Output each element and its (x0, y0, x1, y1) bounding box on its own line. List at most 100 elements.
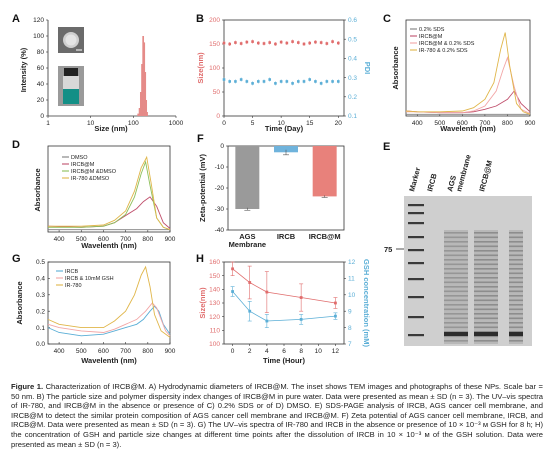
b-point (262, 42, 266, 45)
panel-b-left-ticks: 0 50 100 150 200 (209, 17, 224, 120)
a-ytick-label: 80 (37, 49, 45, 56)
h-ltick-label: 110 (210, 328, 221, 335)
gel-sample-band (474, 304, 498, 306)
b-point (336, 80, 340, 83)
panel-h-xlabel: Time (Hour) (263, 356, 305, 365)
panel-f-ylabel: Zeta-potential (mV) (198, 154, 207, 222)
a-bar (142, 36, 145, 116)
gel-sample-band (444, 272, 468, 275)
panel-a-xlabel: Size (nm) (94, 124, 128, 133)
g-xtick-label: 600 (98, 348, 109, 355)
b-point (251, 82, 254, 85)
gel-sample-band (509, 326, 523, 329)
b-ltick-label: 100 (209, 65, 220, 72)
g-ytick-label: 0.3 (36, 292, 45, 299)
g-ytick-label: 0.4 (36, 276, 45, 283)
gel-sample-band (509, 259, 523, 261)
panel-h-ylabel-left: Size(nm) (198, 287, 207, 319)
a-ytick-label: 120 (33, 17, 44, 24)
gel-marker-band (408, 334, 424, 337)
f-ytick-label: -40 (215, 227, 225, 234)
gel-sample-band (474, 299, 498, 302)
b-point (234, 41, 237, 44)
b-point (268, 78, 272, 81)
panel-f-y-ticks: 0 -10 -20 -30 -40 (215, 143, 228, 234)
g-xtick-label: 800 (142, 348, 153, 355)
gel-sample-band (474, 263, 498, 266)
c-legend-label: IRCB@M (419, 34, 443, 40)
b-point (239, 42, 243, 45)
g-xtick-label: 700 (120, 348, 131, 355)
b-rtick-label: 0.3 (348, 75, 357, 82)
gel-sample-band (474, 308, 498, 311)
d-legend-label: IRCB@M (71, 162, 95, 168)
c-legend-label: IR-780 & 0.2% SDS (419, 48, 468, 54)
g-ytick-label: 0.1 (36, 325, 45, 332)
panel-a-ylabel: Intensity (%) (19, 47, 28, 92)
gel-sample-band (509, 290, 523, 293)
d-xtick-label: 600 (98, 236, 109, 243)
gel-sample-band (509, 254, 523, 257)
h-point (248, 281, 252, 284)
f-ytick-label: -10 (215, 164, 225, 171)
b-point (256, 41, 260, 45)
gel-lane-label: IRCB@M (477, 159, 494, 192)
panel-c: C 400 500 600 700 800 900 0.2% SDSIRCB@MIRCB@… (383, 13, 536, 133)
gel-marker-band (408, 278, 424, 281)
b-point (222, 41, 226, 45)
c-xtick-label: 900 (525, 120, 536, 127)
panel-d-ylabel: Absorbance (33, 168, 42, 211)
g-ytick-label: 0.5 (36, 259, 45, 266)
b-rtick-label: 0.1 (348, 113, 357, 120)
gel-sample-band (474, 254, 498, 257)
panel-a-bars (137, 36, 148, 116)
gel-sample-band (474, 331, 498, 333)
panel-h-lines (230, 261, 338, 328)
gel-sample-band (474, 290, 498, 293)
gel-sample-band (444, 322, 468, 324)
gel-sample-band (474, 277, 498, 279)
gel-sample-band (444, 245, 468, 248)
g-ytick-label: 0.0 (36, 341, 45, 348)
f-category-label: IRCB@M (309, 232, 341, 241)
d-xtick-label: 900 (165, 236, 176, 243)
g-legend-label: IRCB & 10mM GSH (65, 276, 114, 282)
panel-c-ylabel: Absorbance (391, 46, 400, 89)
panel-b: B 0 50 100 150 200 0.1 0.2 0.3 0.4 0.5 0.6 0 5 10 15… (196, 13, 372, 133)
f-ytick-label: -20 (215, 185, 225, 192)
gel-sample-band (509, 245, 523, 248)
f-category-label: IRCB (277, 232, 296, 241)
gel-marker-band (408, 212, 424, 215)
panel-a-x-ticks: 1 10 100 1000 (46, 116, 184, 127)
a-bar (141, 64, 143, 116)
panel-h-letter: H (196, 253, 204, 265)
b-rtick-label: 0.5 (348, 36, 357, 43)
b-point (222, 78, 226, 81)
panel-e-letter: E (383, 141, 390, 153)
gel-sample-band (444, 295, 468, 297)
gel-sample-band (509, 250, 523, 252)
gel-sample-band (444, 331, 468, 333)
gel-sample-band (509, 340, 523, 342)
b-xtick-label: 10 (278, 120, 286, 127)
caption-label: Figure 1. (11, 382, 44, 391)
b-xtick-label: 15 (306, 120, 314, 127)
panel-b-letter: B (196, 13, 204, 25)
panel-d-letter: D (12, 139, 20, 151)
gel-sample-band (474, 259, 498, 261)
gel-sample-band (474, 250, 498, 252)
c-xtick-label: 500 (434, 120, 445, 127)
gel-sample-band (509, 268, 523, 270)
gel-sample-band (474, 281, 498, 284)
caption-text: Characterization of IRCB@M. A) Hydrodyna… (11, 382, 543, 449)
h-xtick-label: 2 (248, 348, 252, 355)
gel-marker-band (408, 222, 424, 225)
c-series-line (406, 56, 531, 114)
gel-sample-band (444, 268, 468, 270)
b-point (285, 41, 289, 45)
gel-sample-band (474, 322, 498, 324)
h-point (265, 290, 269, 294)
gel-sample-band (474, 317, 498, 320)
